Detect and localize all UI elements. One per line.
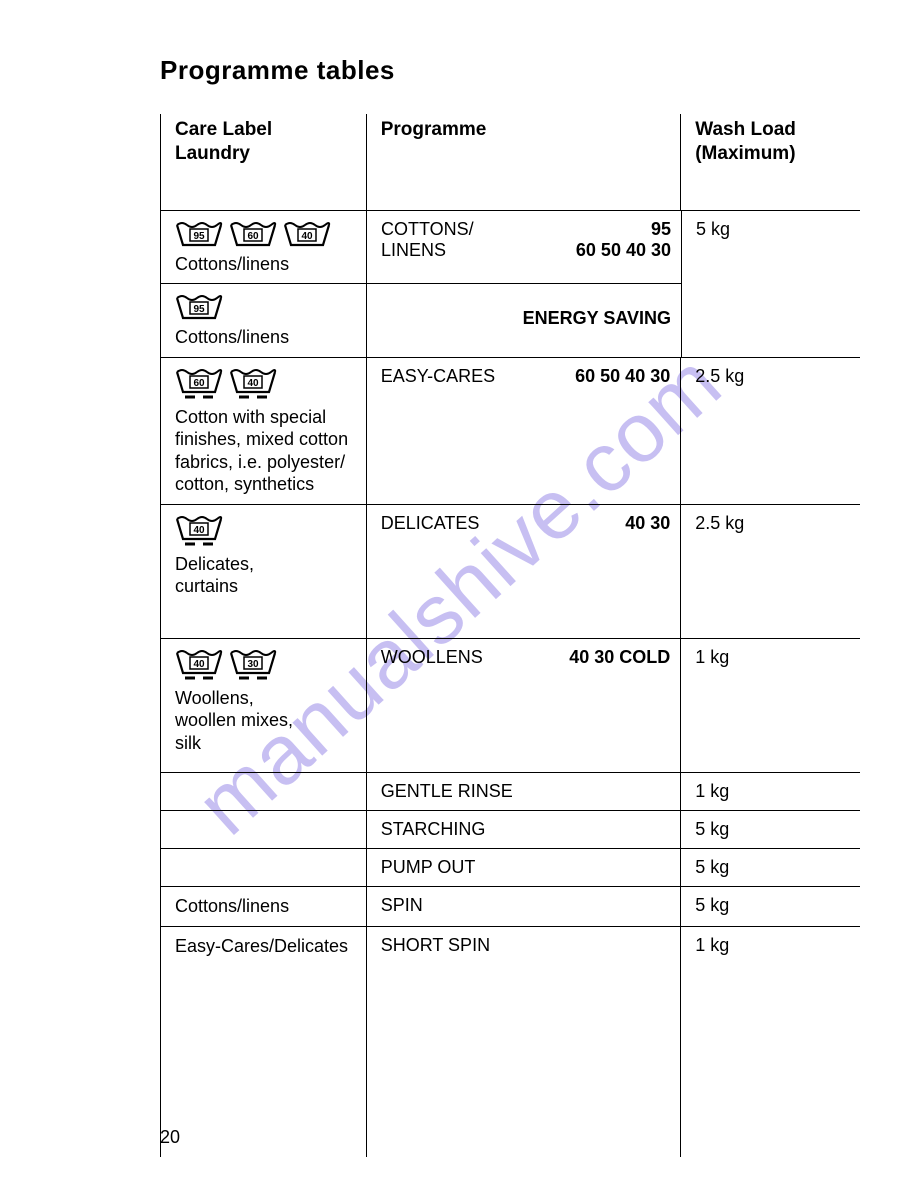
programme-temps: ENERGY SAVING xyxy=(523,308,671,329)
programme-temps: 40 30 xyxy=(625,513,670,534)
table-row: STARCHING 5 kg xyxy=(161,811,860,849)
svg-text:40: 40 xyxy=(247,378,259,389)
load-cell: 2.5 kg xyxy=(680,358,860,504)
care-icons: 95 xyxy=(175,292,356,322)
programme-cell: STARCHING xyxy=(366,811,681,848)
programme-cell: EASY-CARES 60 50 40 30 xyxy=(366,358,681,504)
programme-name: DELICATES xyxy=(381,513,480,534)
washtub-icon: 60 xyxy=(175,366,223,402)
programme-cell: GENTLE RINSE xyxy=(366,773,681,810)
table-row: PUMP OUT 5 kg xyxy=(161,849,860,887)
care-text: Cotton with special finishes, mixed cott… xyxy=(175,406,356,496)
programme-temps: 60 50 40 30 xyxy=(575,366,670,387)
load-cell: 5 kg xyxy=(680,811,860,848)
page-number: 20 xyxy=(160,1127,180,1148)
table-row: 95 Cottons/linens ENERGY SAVING xyxy=(161,284,681,358)
programme-cell: DELICATES 40 30 xyxy=(366,505,681,638)
washtub-icon: 30 xyxy=(229,647,277,683)
care-icons: 60 40 xyxy=(175,366,356,402)
table-row: 95 60 40 Cottons/linens COTTONS/ LINENS 95… xyxy=(161,211,681,285)
svg-text:40: 40 xyxy=(193,659,205,670)
care-cell: 40 Delicates, curtains xyxy=(161,505,366,638)
washtub-icon: 40 xyxy=(283,219,331,249)
load-cell: 5 kg xyxy=(681,211,860,358)
load-cell: 5 kg xyxy=(680,849,860,886)
header-programme: Programme xyxy=(366,114,681,210)
svg-text:40: 40 xyxy=(193,525,205,536)
page-title: Programme tables xyxy=(160,55,858,86)
care-cell: 40 30 Woollens, woollen mixes, silk xyxy=(161,639,366,773)
load-cell: 1 kg xyxy=(680,773,860,810)
care-cell xyxy=(161,773,366,810)
care-text: Woollens, woollen mixes, silk xyxy=(175,687,356,755)
washtub-icon: 95 xyxy=(175,292,223,322)
load-cell: 1 kg xyxy=(680,639,860,773)
care-icons: 40 xyxy=(175,513,356,549)
table-row: Easy-Cares/Delicates SHORT SPIN 1 kg xyxy=(161,927,860,1157)
svg-text:30: 30 xyxy=(247,659,259,670)
table-row: Cottons/linens SPIN 5 kg xyxy=(161,887,860,927)
care-cell xyxy=(161,849,366,886)
svg-text:95: 95 xyxy=(193,231,205,242)
care-cell: 95 60 40 Cottons/linens xyxy=(161,211,366,284)
load-cell: 2.5 kg xyxy=(680,505,860,638)
washtub-icon: 40 xyxy=(229,366,277,402)
care-cell xyxy=(161,811,366,848)
programme-name: EASY-CARES xyxy=(381,366,495,387)
washtub-icon: 60 xyxy=(229,219,277,249)
load-cell: 1 kg xyxy=(680,927,860,1157)
programme-cell: SHORT SPIN xyxy=(366,927,681,1157)
programme-name: COTTONS/ LINENS xyxy=(381,219,474,261)
care-cell: 60 40 Cotton with special finishes, mixed… xyxy=(161,358,366,504)
care-text: Cottons/linens xyxy=(175,326,356,349)
header-wash-load: Wash Load (Maximum) xyxy=(680,114,860,210)
care-cell: 95 Cottons/linens xyxy=(161,284,366,357)
table-row-group-0: 95 60 40 Cottons/linens COTTONS/ LINENS 95… xyxy=(161,211,860,358)
programme-cell: WOOLLENS 40 30 COLD xyxy=(366,639,681,773)
washtub-icon: 40 xyxy=(175,513,223,549)
svg-text:95: 95 xyxy=(193,304,205,315)
table-header-row: Care Label Laundry Programme Wash Load (… xyxy=(161,114,860,211)
care-text: Delicates, curtains xyxy=(175,553,356,598)
programme-cell: PUMP OUT xyxy=(366,849,681,886)
programme-temps: 40 30 COLD xyxy=(569,647,670,668)
care-text: Cottons/linens xyxy=(175,253,356,276)
table-row: 40 Delicates, curtains DELICATES 40 30 2… xyxy=(161,505,860,639)
programme-cell: SPIN xyxy=(366,887,681,926)
load-cell: 5 kg xyxy=(680,887,860,926)
care-icons: 40 30 xyxy=(175,647,356,683)
header-care-label: Care Label Laundry xyxy=(161,114,366,210)
table-row: 60 40 Cotton with special finishes, mixed… xyxy=(161,358,860,505)
svg-text:40: 40 xyxy=(301,231,313,242)
washtub-icon: 95 xyxy=(175,219,223,249)
programme-name: WOOLLENS xyxy=(381,647,483,668)
care-cell: Easy-Cares/Delicates xyxy=(161,927,366,1157)
svg-text:60: 60 xyxy=(193,378,205,389)
programme-temps: 95 60 50 40 30 xyxy=(576,219,671,261)
care-cell: Cottons/linens xyxy=(161,887,366,926)
svg-text:60: 60 xyxy=(247,231,259,242)
programme-cell: ENERGY SAVING xyxy=(366,284,681,357)
table-row: GENTLE RINSE 1 kg xyxy=(161,773,860,811)
programme-table: Care Label Laundry Programme Wash Load (… xyxy=(160,114,860,1157)
page: Programme tables manualshive.com Care La… xyxy=(0,0,918,1188)
care-icons: 95 60 40 xyxy=(175,219,356,249)
washtub-icon: 40 xyxy=(175,647,223,683)
programme-cell: COTTONS/ LINENS 95 60 50 40 30 xyxy=(366,211,681,284)
table-row: 40 30 Woollens, woollen mixes, silk WOOLL… xyxy=(161,639,860,774)
